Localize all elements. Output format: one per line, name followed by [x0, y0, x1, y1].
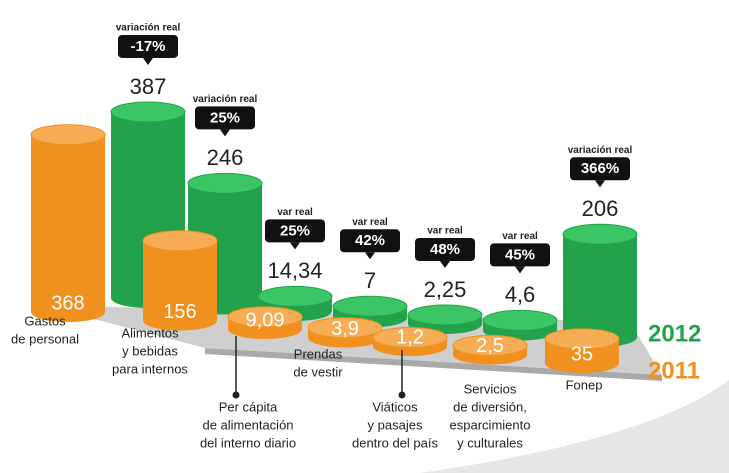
change-box — [195, 106, 255, 130]
change-pointer — [440, 260, 450, 268]
cylinder-top — [407, 304, 483, 326]
category-label: Fonep — [566, 377, 603, 392]
change-label: variación real — [193, 94, 258, 105]
cylinder-top — [30, 124, 106, 146]
category-label: y bebidas — [122, 343, 178, 358]
value-label: 246 — [207, 145, 244, 170]
cylinder-top — [142, 230, 218, 252]
change-label: variación real — [116, 23, 181, 34]
category-label: Viáticos — [372, 399, 418, 414]
value-label: 3,9 — [331, 318, 359, 340]
category-label: Prendas — [294, 346, 343, 361]
value-label: 7 — [364, 268, 376, 293]
change-box — [490, 243, 550, 267]
value-label: 14,34 — [267, 258, 322, 283]
change-box — [118, 34, 178, 58]
legend-label: 2011 — [648, 357, 700, 384]
category-label: y pasajes — [368, 417, 423, 432]
value-label: 9,09 — [246, 309, 285, 331]
change-label: var real — [427, 226, 463, 237]
change-pointer — [595, 180, 605, 188]
value-label: 35 — [571, 343, 593, 365]
cylinder-top — [227, 306, 303, 328]
cylinder-top — [372, 326, 448, 348]
cylinder-top — [257, 285, 333, 307]
cylinder-top — [482, 309, 558, 331]
change-value: 25% — [280, 222, 310, 239]
change-value: 25% — [210, 109, 240, 126]
legend-label: 2012 — [648, 320, 701, 347]
value-label: 1,2 — [396, 326, 424, 348]
change-label: var real — [352, 217, 388, 228]
category-label: para internos — [112, 361, 188, 376]
category-label: de alimentación — [202, 417, 293, 432]
cylinder-top — [544, 328, 620, 350]
cylinder-top — [452, 334, 528, 356]
category-label: Alimentos — [121, 325, 179, 340]
change-box — [415, 237, 475, 261]
value-label: 368 — [51, 292, 84, 314]
category-label: de personal — [11, 331, 79, 346]
change-box — [265, 219, 325, 243]
category-label: Per cápita — [219, 399, 278, 414]
cylinder — [31, 134, 105, 312]
floor-edge — [205, 348, 662, 381]
category-label: Gastos — [24, 313, 66, 328]
value-label: 2,5 — [476, 335, 504, 357]
category-label: de vestir — [293, 364, 343, 379]
change-label: var real — [502, 231, 538, 242]
category-label: esparcimiento — [450, 417, 531, 432]
change-pointer — [290, 242, 300, 250]
change-value: 42% — [355, 232, 385, 249]
cylinder-top — [187, 172, 263, 194]
connector-dot — [232, 391, 240, 399]
change-value: 48% — [430, 241, 460, 258]
change-box — [570, 157, 630, 181]
change-pointer — [365, 252, 375, 260]
change-pointer — [143, 57, 153, 65]
change-pointer — [220, 129, 230, 137]
cylinder-top — [110, 101, 186, 123]
cylinder-top — [332, 295, 408, 317]
category-label: dentro del país — [352, 435, 439, 450]
value-label: 2,25 — [424, 277, 467, 302]
cylinder — [563, 234, 637, 337]
category-label: de diversión, — [453, 399, 527, 414]
change-value: -17% — [130, 38, 165, 55]
value-label: 206 — [582, 196, 619, 221]
category-label: y culturales — [457, 435, 523, 450]
cylinder-top — [562, 223, 638, 245]
change-value: 366% — [581, 160, 619, 177]
change-label: var real — [277, 207, 313, 218]
cylinder-top — [307, 317, 383, 339]
connector-dot — [398, 391, 406, 399]
change-box — [340, 229, 400, 253]
change-label: variación real — [568, 145, 633, 156]
category-label: Servicios — [464, 381, 517, 396]
change-value: 45% — [505, 246, 535, 263]
change-pointer — [515, 266, 525, 274]
cylinder — [143, 240, 217, 321]
value-label: 156 — [163, 301, 196, 323]
swoosh — [420, 380, 729, 473]
category-label: del interno diario — [200, 435, 296, 450]
value-label: 387 — [130, 74, 167, 99]
value-label: 4,6 — [505, 282, 536, 307]
